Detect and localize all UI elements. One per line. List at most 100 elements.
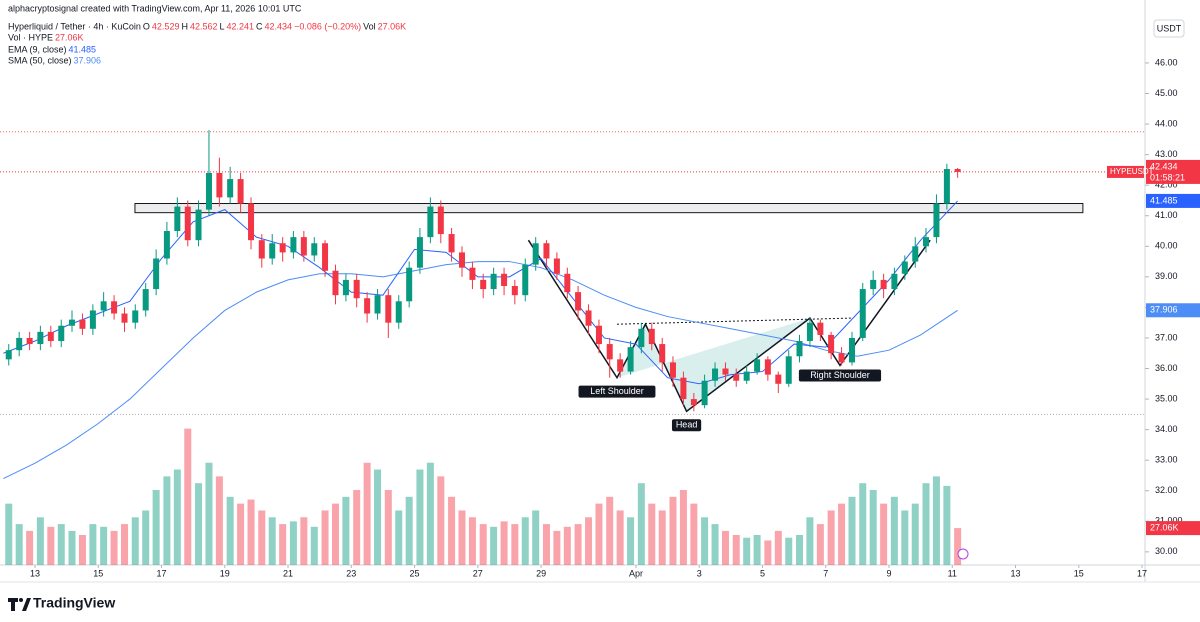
candle-body xyxy=(58,325,65,342)
candle-body xyxy=(933,203,940,238)
volume-bar xyxy=(479,524,487,565)
volume-bar xyxy=(648,503,656,565)
candle-body xyxy=(870,279,877,290)
candle-body xyxy=(659,344,666,363)
alert-icon[interactable] xyxy=(957,548,969,560)
volume-bar xyxy=(342,496,350,565)
candle-body xyxy=(669,362,676,378)
candle-body xyxy=(901,261,908,274)
volume-tag: 27.06K xyxy=(1150,522,1179,532)
legend-text: L xyxy=(219,21,224,31)
volume-bar xyxy=(701,517,709,565)
candle-body xyxy=(733,374,740,381)
x-tick-label: 15 xyxy=(93,568,103,578)
volume-bar xyxy=(36,517,44,565)
volume-bar xyxy=(374,469,382,565)
legend-text: 42.241 xyxy=(227,21,255,31)
volume-bar xyxy=(15,524,23,565)
volume-bar xyxy=(627,517,635,565)
candle-body xyxy=(796,341,803,357)
volume-bar xyxy=(100,526,108,565)
volume-bar xyxy=(511,524,519,565)
volume-bar xyxy=(78,535,86,565)
ema-line xyxy=(3,200,959,385)
candle-body xyxy=(585,310,592,326)
volume-bar xyxy=(152,490,160,565)
volume-bar xyxy=(215,476,223,565)
x-tick-label: 15 xyxy=(1074,568,1084,578)
y-tick-label: 45.00 xyxy=(1155,88,1178,98)
volume-bar xyxy=(237,503,245,565)
candle-body xyxy=(848,337,855,363)
candle-body xyxy=(522,264,529,296)
candle-body xyxy=(785,356,792,384)
candle-body xyxy=(511,286,518,296)
y-tick-label: 42.00 xyxy=(1155,180,1178,190)
candle-body xyxy=(79,319,86,329)
volume-bar xyxy=(574,524,582,565)
legend-text: EMA (9, close) xyxy=(8,44,67,54)
sma-line xyxy=(3,261,958,479)
candle-body xyxy=(880,279,887,290)
volume-bar xyxy=(416,469,424,565)
volume-bar xyxy=(142,510,150,565)
candle-body xyxy=(943,169,950,204)
y-tick-label: 41.00 xyxy=(1155,210,1178,220)
legend-text: Vol xyxy=(363,21,376,31)
y-tick-label: 32.00 xyxy=(1155,485,1178,495)
candle-body xyxy=(764,359,771,375)
volume-bar xyxy=(806,517,814,565)
candle-body xyxy=(195,209,202,241)
countdown: 01:58:21 xyxy=(1150,172,1185,182)
volume-bar xyxy=(289,521,297,565)
legend-text: C xyxy=(256,21,263,31)
volume-bar xyxy=(47,526,55,565)
last-price-tag: 42.434 xyxy=(1150,161,1178,171)
volume-bar xyxy=(353,490,361,565)
neckline xyxy=(616,317,852,325)
currency: USDT xyxy=(1157,23,1182,33)
candle-body xyxy=(227,179,234,198)
volume-bar xyxy=(785,537,793,565)
volume-bar xyxy=(405,496,413,565)
legend-text: Vol · HYPE xyxy=(8,32,53,42)
volume-bar xyxy=(658,510,666,565)
legend-text: 27.06K xyxy=(378,21,407,31)
ema-tag-box xyxy=(1146,193,1200,208)
candle-body xyxy=(174,206,181,232)
legend-text: 42.562 xyxy=(190,21,218,31)
candle-body xyxy=(100,301,107,311)
candle-body xyxy=(26,337,33,345)
candle-body xyxy=(680,377,687,400)
candle-body xyxy=(627,347,634,372)
volume-bar xyxy=(616,510,624,565)
volume-bar xyxy=(57,524,65,565)
x-tick-label: 21 xyxy=(283,568,293,578)
candle-body xyxy=(532,243,539,265)
logo xyxy=(8,598,31,611)
y-tick-label: 35.00 xyxy=(1155,393,1178,403)
x-tick-label: 29 xyxy=(536,568,546,578)
candle-body xyxy=(153,258,160,290)
candle-body xyxy=(279,243,286,253)
volume-bar xyxy=(521,517,529,565)
volume-bar xyxy=(721,530,729,565)
volume-bar xyxy=(637,483,645,565)
volume-bar xyxy=(68,530,76,565)
x-tick-label: 27 xyxy=(473,568,483,578)
x-tick-label: 19 xyxy=(220,568,230,578)
candle-body xyxy=(828,334,835,354)
x-tick-label: 5 xyxy=(760,568,765,578)
volume-bar xyxy=(110,530,118,565)
volume-bar xyxy=(490,526,498,565)
candle-body xyxy=(184,206,191,241)
legend-text: 27.06K xyxy=(55,32,84,42)
volume-bar xyxy=(458,510,466,565)
candle-body xyxy=(575,292,582,311)
volume-bar xyxy=(5,503,13,565)
candle-body xyxy=(353,279,360,299)
volume-bar xyxy=(827,510,835,565)
currency-box[interactable] xyxy=(1153,19,1185,38)
volume-bar xyxy=(743,537,751,565)
volume-bar xyxy=(205,462,213,565)
